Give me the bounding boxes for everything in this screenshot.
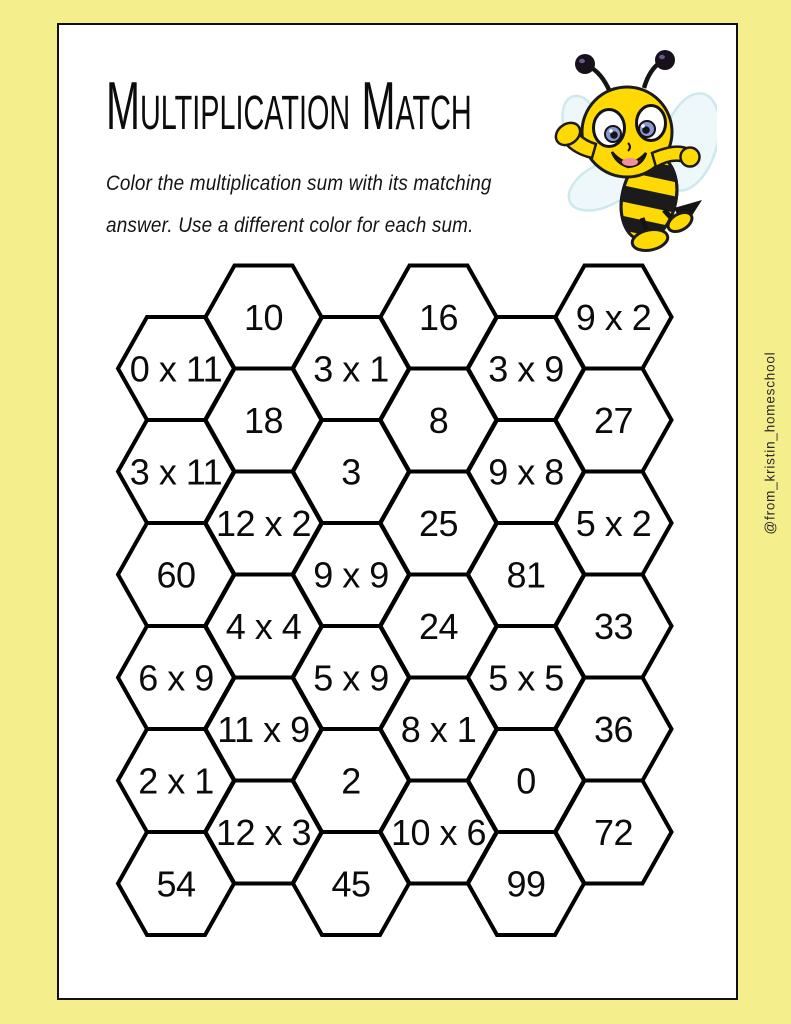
hex-label: 5 x 2 — [576, 503, 652, 544]
hex-label: 2 — [341, 761, 361, 802]
hex-label: 45 — [331, 864, 370, 905]
hex-label: 25 — [419, 503, 458, 544]
bee-tongue — [622, 158, 638, 166]
hex-label: 10 x 6 — [391, 812, 486, 853]
bee-nose — [627, 142, 631, 152]
bee-eye-glint-left — [609, 129, 613, 133]
hex-label: 99 — [506, 864, 545, 905]
hex-label: 27 — [594, 400, 633, 441]
hex-label: 0 — [516, 761, 536, 802]
hex-label: 4 x 4 — [226, 606, 302, 647]
hex-label: 3 x 9 — [488, 349, 564, 390]
hex-label: 6 x 9 — [138, 658, 214, 699]
hex-label: 33 — [594, 606, 633, 647]
hex-label: 9 x 9 — [313, 555, 389, 596]
hex-label: 2 x 1 — [138, 761, 214, 802]
hex-label: 72 — [594, 812, 633, 853]
hex-label: 81 — [506, 555, 545, 596]
hex-label: 8 — [429, 400, 449, 441]
hex-label: 5 x 9 — [313, 658, 389, 699]
hex-label: 8 x 1 — [401, 709, 477, 750]
hex-label: 10 — [244, 297, 283, 338]
hex-label: 60 — [156, 555, 195, 596]
hex-label: 3 — [341, 452, 361, 493]
hex-label: 3 x 1 — [313, 349, 389, 390]
bee-fist-right — [679, 146, 701, 168]
bee-antenna-highlight-right — [659, 54, 665, 60]
bee-illustration — [554, 50, 717, 252]
page-title: Multiplication Match — [106, 68, 472, 144]
hex-label: 12 x 2 — [216, 503, 311, 544]
instructions: Color the multiplication sum with its ma… — [106, 162, 492, 246]
hex-label: 18 — [244, 400, 283, 441]
hex-label: 16 — [419, 297, 458, 338]
hex-label: 9 x 8 — [488, 452, 564, 493]
hex-label: 11 x 9 — [217, 709, 309, 750]
bee-foot-right — [666, 211, 694, 233]
bee-eye-glint-right — [641, 124, 645, 128]
hex-label: 36 — [594, 709, 633, 750]
hex-label: 12 x 3 — [216, 812, 311, 853]
hex-label: 3 x 11 — [130, 452, 222, 493]
bee-foot-left — [630, 228, 670, 252]
bee-antenna-highlight-left — [579, 58, 585, 64]
bee-hand-waving — [554, 121, 582, 147]
bee-pupil-left — [610, 131, 618, 139]
hex-label: 9 x 2 — [576, 297, 652, 338]
hex-label: 54 — [156, 864, 195, 905]
bee-antenna-ball-left — [575, 54, 595, 74]
instructions-line-2: answer. Use a different color for each s… — [106, 213, 474, 237]
hex-label: 24 — [419, 606, 458, 647]
hex-label: 5 x 5 — [488, 658, 564, 699]
bee-antenna-ball-right — [655, 50, 675, 70]
bee-pupil-right — [642, 126, 650, 134]
instructions-line-1: Color the multiplication sum with its ma… — [106, 171, 492, 195]
hex-label: 0 x 11 — [130, 349, 222, 390]
